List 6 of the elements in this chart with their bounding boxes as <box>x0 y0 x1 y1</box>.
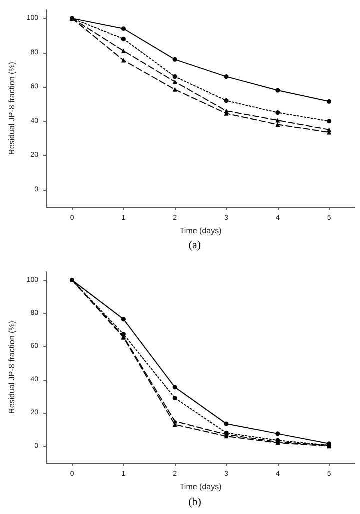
x-axis-title: Time (days) <box>180 226 222 236</box>
text: (a) <box>188 240 202 252</box>
x-axis-title: Time (days) <box>180 482 222 492</box>
y-axis-title: Residual JP-8 fraction (%) <box>8 320 16 414</box>
text: (b) <box>188 496 202 508</box>
y-axis-title: Residual JP-8 fraction (%) <box>8 62 16 155</box>
